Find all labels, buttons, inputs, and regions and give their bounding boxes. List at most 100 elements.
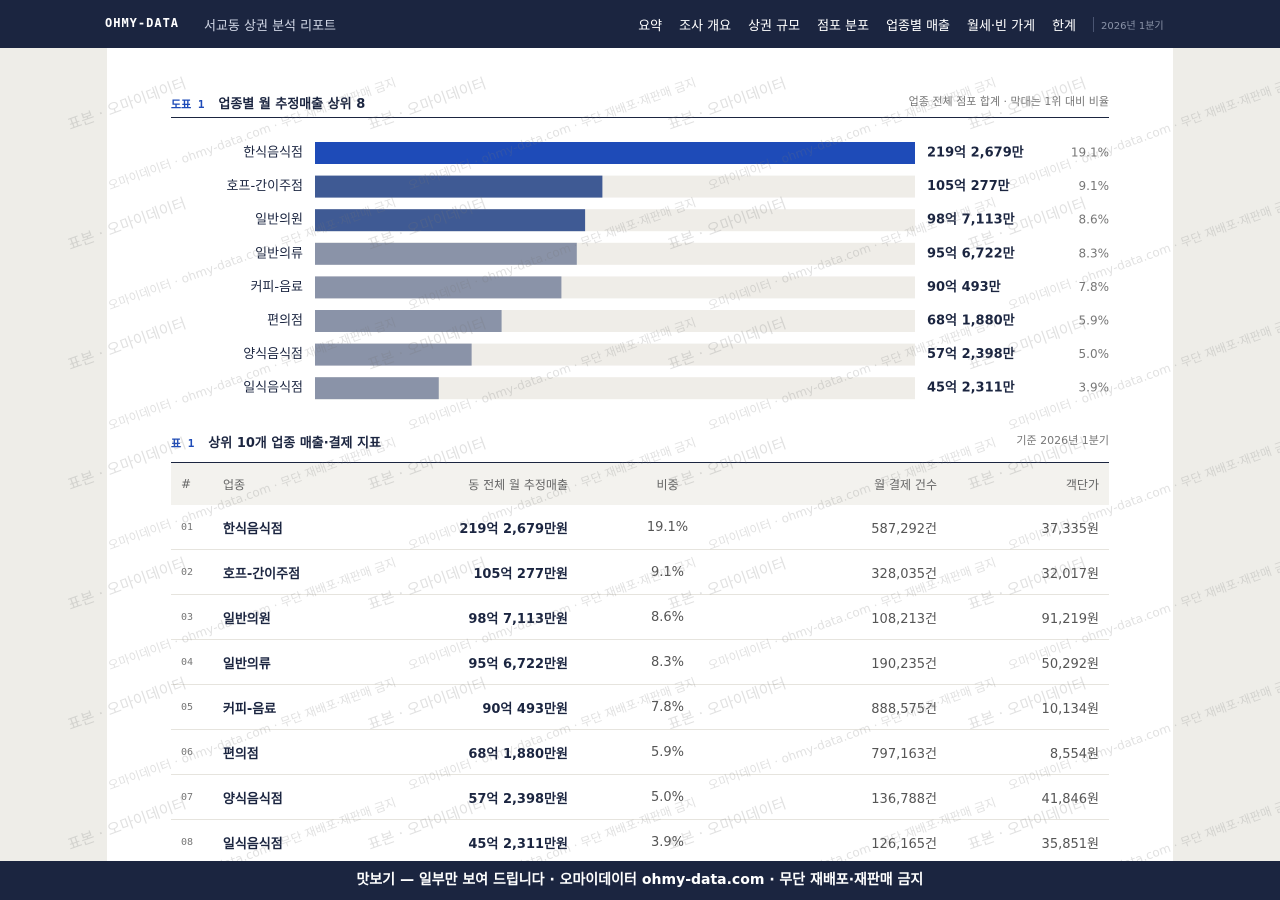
period: 2026년 1분기 [1093,17,1181,32]
table-cell: 호프-간이주점 [222,549,367,595]
table-cell: 45억 2,311만원 [367,819,569,865]
table-cell: 양식음식점 [222,774,367,820]
table-cell: 105억 277만원 [367,549,569,595]
table-cell: 41,846원 [938,774,1109,820]
share-label: 5.0% [1079,347,1110,361]
bar [315,377,439,400]
table-cell: 07 [171,774,222,820]
value-label: 45억 2,311만 [927,380,1015,396]
figure-title: 업종별 월 추정매출 상위 8 [218,97,366,112]
table-row: 03 일반의원 98억 7,113만원 8.6% 108,213건 91,219원 [171,594,1109,640]
table-cell: 02 [171,549,222,595]
table-row: 05 커피-음료 90억 493만원 7.8% 888,575건 10,134원 [171,684,1109,730]
category-label: 일반의원 [255,213,303,228]
column-header: # [171,463,222,505]
table-cell: 7.8% [569,684,766,730]
value-label: 95억 6,722만 [927,245,1015,261]
table-cell: 136,788건 [766,774,938,820]
table-row: 08 일식음식점 45억 2,311만원 3.9% 126,165건 35,851원 [171,819,1109,865]
bar-chart: 한식음식점 219억 2,679만 19.1% 호프-간이주점 105억 277만 9.1… [227,142,1110,400]
category-label: 일반의류 [255,246,303,261]
table-cell: 10,134원 [938,684,1109,730]
bar-track [315,377,915,400]
table-cell: 19.1% [569,505,766,550]
column-header: 비중 [569,463,766,505]
table-cell: 219억 2,679만원 [367,505,569,550]
category-label: 양식음식점 [243,347,303,362]
table-cell: 8.3% [569,639,766,685]
value-label: 57억 2,398만 [927,346,1015,362]
table-cell: 08 [171,819,222,865]
bar [315,142,915,164]
share-label: 3.9% [1079,381,1110,395]
category-label: 편의점 [267,314,303,329]
menu: 요약 조사 개요 상권 규모 점포 분포 업종별 매출 월세·빈 가게 한계 [638,15,1076,34]
table-cell: 5.9% [569,729,766,775]
nav-link[interactable]: 요약 [638,19,663,34]
table-cell: 일반의원 [222,594,367,640]
value-label: 219억 2,679만 [927,145,1024,161]
bar [315,343,472,366]
bar [315,242,577,265]
table-row: 04 일반의류 95억 6,722만원 8.3% 190,235건 50,292원 [171,639,1109,685]
column-header: 월 결제 건수 [766,463,938,505]
table-cell: 126,165건 [766,819,938,865]
table-note: 기준 2026년 1분기 [1016,434,1109,447]
brand[interactable]: OHMY-DATA [105,16,180,30]
table-cell: 91,219원 [938,594,1109,640]
column-header: 업종 [222,463,367,505]
table-cell: 8,554원 [938,729,1109,775]
table-cell: 32,017원 [938,549,1109,595]
category-label: 커피-음료 [250,280,303,295]
table-cell: 797,163건 [766,729,938,775]
share-label: 19.1% [1071,146,1109,160]
report-title: 서교동 상권 분석 리포트 [204,19,336,34]
column-header: 객단가 [938,463,1109,505]
table-cell: 95억 6,722만원 [367,639,569,685]
table-cell: 04 [171,639,222,685]
table-cell: 편의점 [222,729,367,775]
table-label: 표 1 [171,437,195,450]
table-cell: 98억 7,113만원 [367,594,569,640]
table-row: 02 호프-간이주점 105억 277만원 9.1% 328,035건 32,017원 [171,549,1109,595]
table-cell: 커피-음료 [222,684,367,730]
table-cell: 50,292원 [938,639,1109,685]
nav-link[interactable]: 점포 분포 [817,19,870,34]
table-cell: 35,851원 [938,819,1109,865]
table-cell: 06 [171,729,222,775]
table-cell: 37,335원 [938,505,1109,550]
value-label: 98억 7,113만 [927,212,1015,228]
figure-subtitle: 업종 전체 점포 합계 · 막대는 1위 대비 비율 [908,95,1109,108]
table-cell: 5.0% [569,774,766,820]
share-label: 8.3% [1079,246,1110,260]
nav-link[interactable]: 월세·빈 가게 [967,19,1036,34]
nav-link[interactable]: 한계 [1052,19,1076,34]
data-table: # 업종 동 전체 월 추정매출 비중 월 결제 건수 객단가 01 한식음식점 219억 2,… [171,463,1109,865]
value-label: 90억 493만 [927,279,1001,295]
table-cell: 888,575건 [766,684,938,730]
nav-link[interactable]: 조사 개요 [679,19,732,34]
category-label: 한식음식점 [243,146,303,161]
table-cell: 8.6% [569,594,766,640]
bar [315,209,586,232]
figure-label: 도표 1 [171,98,205,111]
table-cell: 03 [171,594,222,640]
category-label: 호프-간이주점 [227,179,303,194]
figure-header: 도표 1 업종별 월 추정매출 상위 8 업종 전체 점포 합계 · 막대는 1위… [171,93,1109,118]
table-cell: 68억 1,880만원 [367,729,569,775]
bar [315,175,603,198]
nav-link[interactable]: 업종별 매출 [886,19,950,34]
value-label: 68억 1,880만 [927,313,1015,329]
table-cell: 9.1% [569,549,766,595]
nav-link[interactable]: 상권 규모 [748,19,801,34]
bar [315,276,562,299]
table-cell: 108,213건 [766,594,938,640]
table-cell: 328,035건 [766,549,938,595]
table-cell: 05 [171,684,222,730]
table-cell: 90억 493만원 [367,684,569,730]
table-row: 07 양식음식점 57억 2,398만원 5.0% 136,788건 41,846원 [171,774,1109,820]
table-cell: 3.9% [569,819,766,865]
table-cell: 587,292건 [766,505,938,550]
table-cell: 57억 2,398만원 [367,774,569,820]
column-header: 동 전체 월 추정매출 [367,463,569,505]
